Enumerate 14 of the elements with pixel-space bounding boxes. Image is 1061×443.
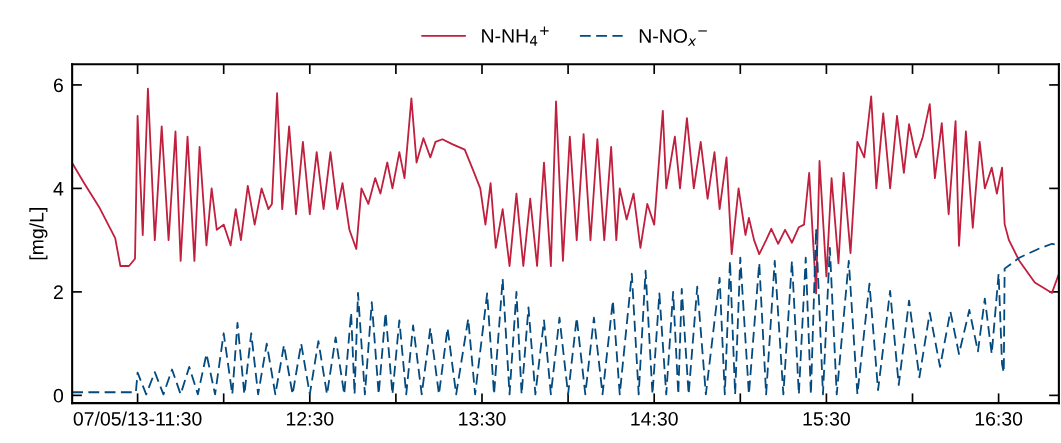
legend-label: N-NH$_{4}$$^{+}$ xyxy=(482,26,549,46)
line-series xyxy=(72,87,1059,295)
y-axis-title: [mg/L] xyxy=(29,208,48,260)
y-tick-label: 2 xyxy=(53,285,63,299)
y-tick-label: 4 xyxy=(53,182,64,196)
x-tick-label: 07/05/13-11:30 xyxy=(73,411,202,426)
x-tick-label: 13:30 xyxy=(459,411,506,426)
x-tick-label: 15:30 xyxy=(803,411,850,426)
y-tick-label: 6 xyxy=(53,78,63,93)
y-tick-label: 0 xyxy=(53,388,64,403)
x-tick-label: 16:30 xyxy=(975,411,1023,426)
legend-label: N-NO$_{x}$$^{−}$ xyxy=(639,29,707,46)
x-tick-label: 12:30 xyxy=(286,411,334,426)
x-tick-label: 14:30 xyxy=(631,411,678,426)
